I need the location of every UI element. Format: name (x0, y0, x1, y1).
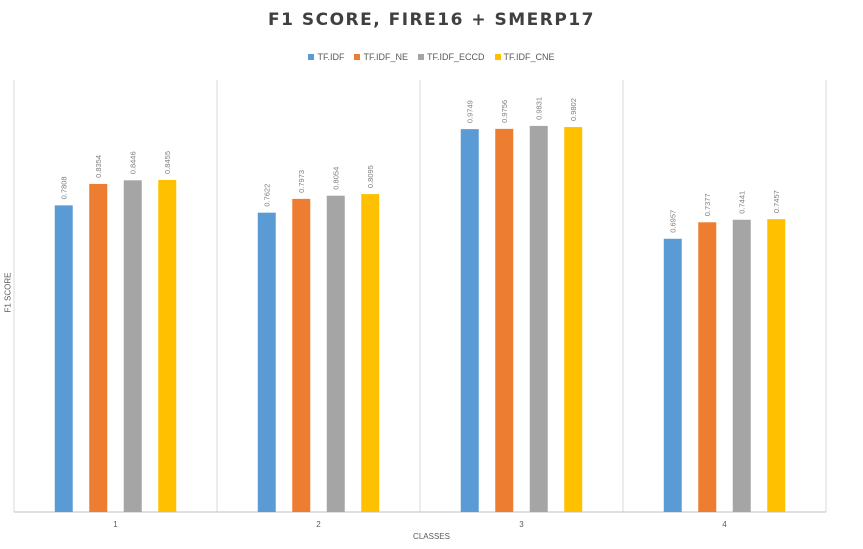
x-axis-label: CLASSES (413, 532, 450, 541)
data-label: 0.8446 (129, 151, 138, 174)
legend-label: TF.IDF_ECCD (426, 52, 485, 62)
data-label: 0.7457 (772, 190, 781, 213)
legend-item: TF.IDF_ECCD (417, 52, 485, 62)
legend-item: TF.IDF_CNE (494, 52, 555, 62)
data-label: 0.9749 (466, 100, 475, 123)
x-tick-label: 1 (113, 520, 118, 529)
legend-item: TF.IDF (308, 52, 344, 62)
legend-item: TF.IDF_NE (354, 52, 408, 62)
bar (564, 127, 583, 512)
bar (767, 219, 786, 512)
legend-label: TF.IDF (317, 52, 345, 62)
bar (529, 125, 548, 512)
legend: TF.IDF TF.IDF_NE TF.IDF_ECCD TF.IDF_CNE (0, 52, 863, 62)
bar (361, 194, 380, 512)
data-label: 0.6957 (669, 210, 678, 233)
data-label: 0.7441 (738, 191, 747, 214)
bar (732, 219, 751, 512)
bar (54, 205, 73, 512)
legend-label: TF.IDF_NE (363, 52, 408, 62)
x-tick-label: 2 (316, 520, 321, 529)
legend-swatch-tfidf-ne (354, 54, 361, 60)
data-label: 0.8455 (163, 151, 172, 174)
bar (123, 180, 142, 512)
data-label: 0.7973 (297, 170, 306, 193)
bar (89, 183, 108, 512)
data-label: 0.9756 (500, 100, 509, 123)
legend-swatch-tfidf-eccd (417, 54, 424, 60)
data-label: 0.7808 (60, 176, 69, 199)
bar (698, 222, 717, 512)
bar (495, 128, 514, 512)
bar (326, 195, 345, 512)
x-tick-label: 3 (519, 520, 524, 529)
bar (292, 198, 311, 512)
chart-title: F1 SCORE, FIRE16 + SMERP17 (268, 10, 595, 30)
x-tick-label: 4 (722, 520, 727, 529)
data-label: 0.9802 (569, 98, 578, 121)
data-label: 0.8054 (332, 167, 341, 190)
data-label: 0.7377 (703, 193, 712, 216)
legend-swatch-tfidf-cne (494, 54, 501, 60)
data-label: 0.9831 (535, 97, 544, 120)
data-label: 0.7622 (263, 184, 272, 207)
bar (257, 212, 276, 512)
y-axis-label: F1 SCORE (3, 272, 13, 313)
legend-label: TF.IDF_CNE (503, 52, 555, 62)
legend-swatch-tfidf (308, 54, 315, 60)
bar (158, 179, 177, 512)
bar (460, 129, 479, 512)
data-label: 0.8354 (94, 155, 103, 178)
data-label: 0.8095 (366, 165, 375, 188)
bar (663, 238, 682, 512)
